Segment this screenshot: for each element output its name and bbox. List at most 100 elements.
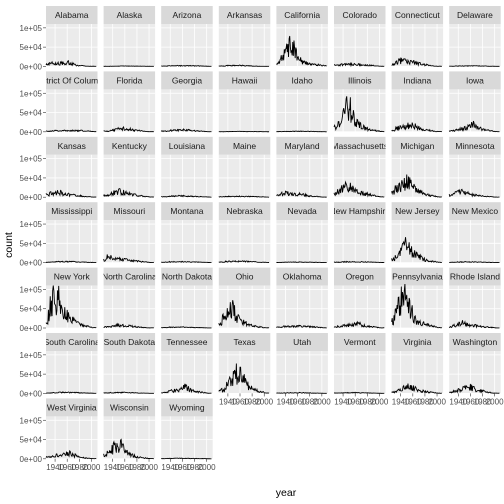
facet-strip (103, 6, 156, 24)
facet-strip (103, 202, 156, 221)
facet-plot-background (103, 220, 156, 263)
facet-plot-background (334, 285, 386, 328)
facet-strip (161, 71, 213, 90)
x-tick-label: 1960 (116, 463, 134, 472)
facet-strip (391, 202, 444, 221)
facet-panel: Massachusetts (333, 136, 386, 198)
facet-strip-label: South Dakota (104, 337, 156, 347)
facet-strip-label: New Hampshire (330, 206, 391, 216)
facet-strip (103, 267, 156, 286)
facet-plot-background (218, 89, 271, 132)
facet-strip-label: Mississippi (51, 206, 92, 216)
facet-panel: Maine (218, 136, 271, 198)
y-tick-label: 0e+00 (20, 193, 43, 202)
facet-plot-background (218, 351, 271, 394)
facet-strip (161, 398, 213, 417)
facet-strip-label: Vermont (344, 337, 376, 347)
x-tick-label: 2000 (486, 397, 504, 406)
facet-plot-background (46, 351, 98, 394)
series-line (276, 261, 327, 264)
x-tick-label: 1980 (128, 463, 146, 472)
facet-plot-background (46, 154, 98, 198)
x-tick-label: 2000 (140, 463, 158, 472)
series-line (161, 457, 212, 460)
series-line (449, 383, 500, 394)
x-tick-label: 1940 (334, 397, 352, 406)
facet-strip (391, 267, 444, 286)
facet-strip-label: Colorado (343, 10, 378, 20)
facet-panel: New Jersey (391, 202, 444, 264)
y-tick-label: 1e+05 (20, 285, 43, 294)
facet-plot-background (161, 220, 213, 263)
facet-strip (276, 6, 328, 24)
facet-strip (449, 6, 501, 24)
facet-strip-label: Kansas (58, 141, 86, 151)
facet-strip-label: Pennsylvania (392, 272, 443, 282)
series-line (161, 64, 212, 67)
facet-strip (161, 6, 213, 24)
series-line (333, 391, 385, 394)
facet-plot-background (334, 220, 386, 263)
x-tick-label: 2000 (83, 463, 101, 472)
facet-strip-label: Utah (293, 337, 311, 347)
facet-strip-label: Maine (233, 141, 256, 151)
facet-strip (276, 71, 328, 90)
facet-strip (103, 333, 156, 351)
facet-plot-background (276, 285, 328, 328)
facet-strip-label: Oklahoma (283, 272, 322, 282)
facet-strip-label: Wyoming (169, 402, 205, 412)
y-tick-label: 5e+04 (20, 305, 43, 314)
x-tick-label: 2000 (313, 397, 331, 406)
facet-strip-label: Iowa (466, 75, 484, 85)
facet-panel: Louisiana (161, 136, 213, 198)
series-line (161, 326, 212, 329)
x-tick-label: 1980 (474, 397, 492, 406)
facet-panel: District Of Columbia 0e+00 5e+04 1e+05 (20, 71, 98, 137)
facet-strip (449, 136, 501, 155)
facet-panel: North Carolina (103, 267, 156, 329)
x-axis-title: year (276, 487, 297, 499)
facet-strip-label: California (284, 10, 320, 20)
series-line (449, 65, 500, 67)
series-line (333, 260, 385, 264)
facet-panel: Florida (103, 71, 156, 133)
facet-plot-background (391, 89, 444, 132)
y-tick-label: 1e+05 (20, 89, 43, 98)
facet-strip (391, 6, 444, 24)
facet-panel: New Hampshire (330, 202, 391, 264)
facet-strip-label: Alaska (117, 10, 143, 20)
facet-plot-background (449, 154, 501, 198)
x-tick-label: 1980 (186, 463, 204, 472)
facet-strip (103, 71, 156, 90)
series-line (333, 96, 385, 133)
x-tick-label: 1960 (462, 397, 480, 406)
facet-strip (46, 398, 98, 417)
facet-strip-label: Missouri (114, 206, 146, 216)
facet-strip-label: Montana (170, 206, 203, 216)
facet-strip (103, 136, 156, 155)
x-tick-label: 1940 (46, 463, 64, 472)
series-line (391, 174, 442, 198)
facet-plot-background (161, 24, 213, 67)
x-tick-label: 1980 (243, 397, 261, 406)
facet-plot-background (218, 220, 271, 263)
facet-plot-background (103, 154, 156, 198)
facet-strip-label: South Carolina (44, 337, 101, 347)
facet-strip (334, 136, 386, 155)
series-line (161, 194, 212, 198)
series-line (391, 383, 442, 394)
facet-strip (449, 333, 501, 351)
facet-panel: Arizona (161, 6, 213, 67)
facet-plot-background (449, 285, 501, 328)
series-line (45, 391, 97, 394)
facet-plot-background (276, 154, 328, 198)
series-line (161, 260, 212, 264)
facet-strip (218, 6, 271, 24)
series-line (45, 285, 97, 329)
x-tick-label: 2000 (255, 397, 273, 406)
